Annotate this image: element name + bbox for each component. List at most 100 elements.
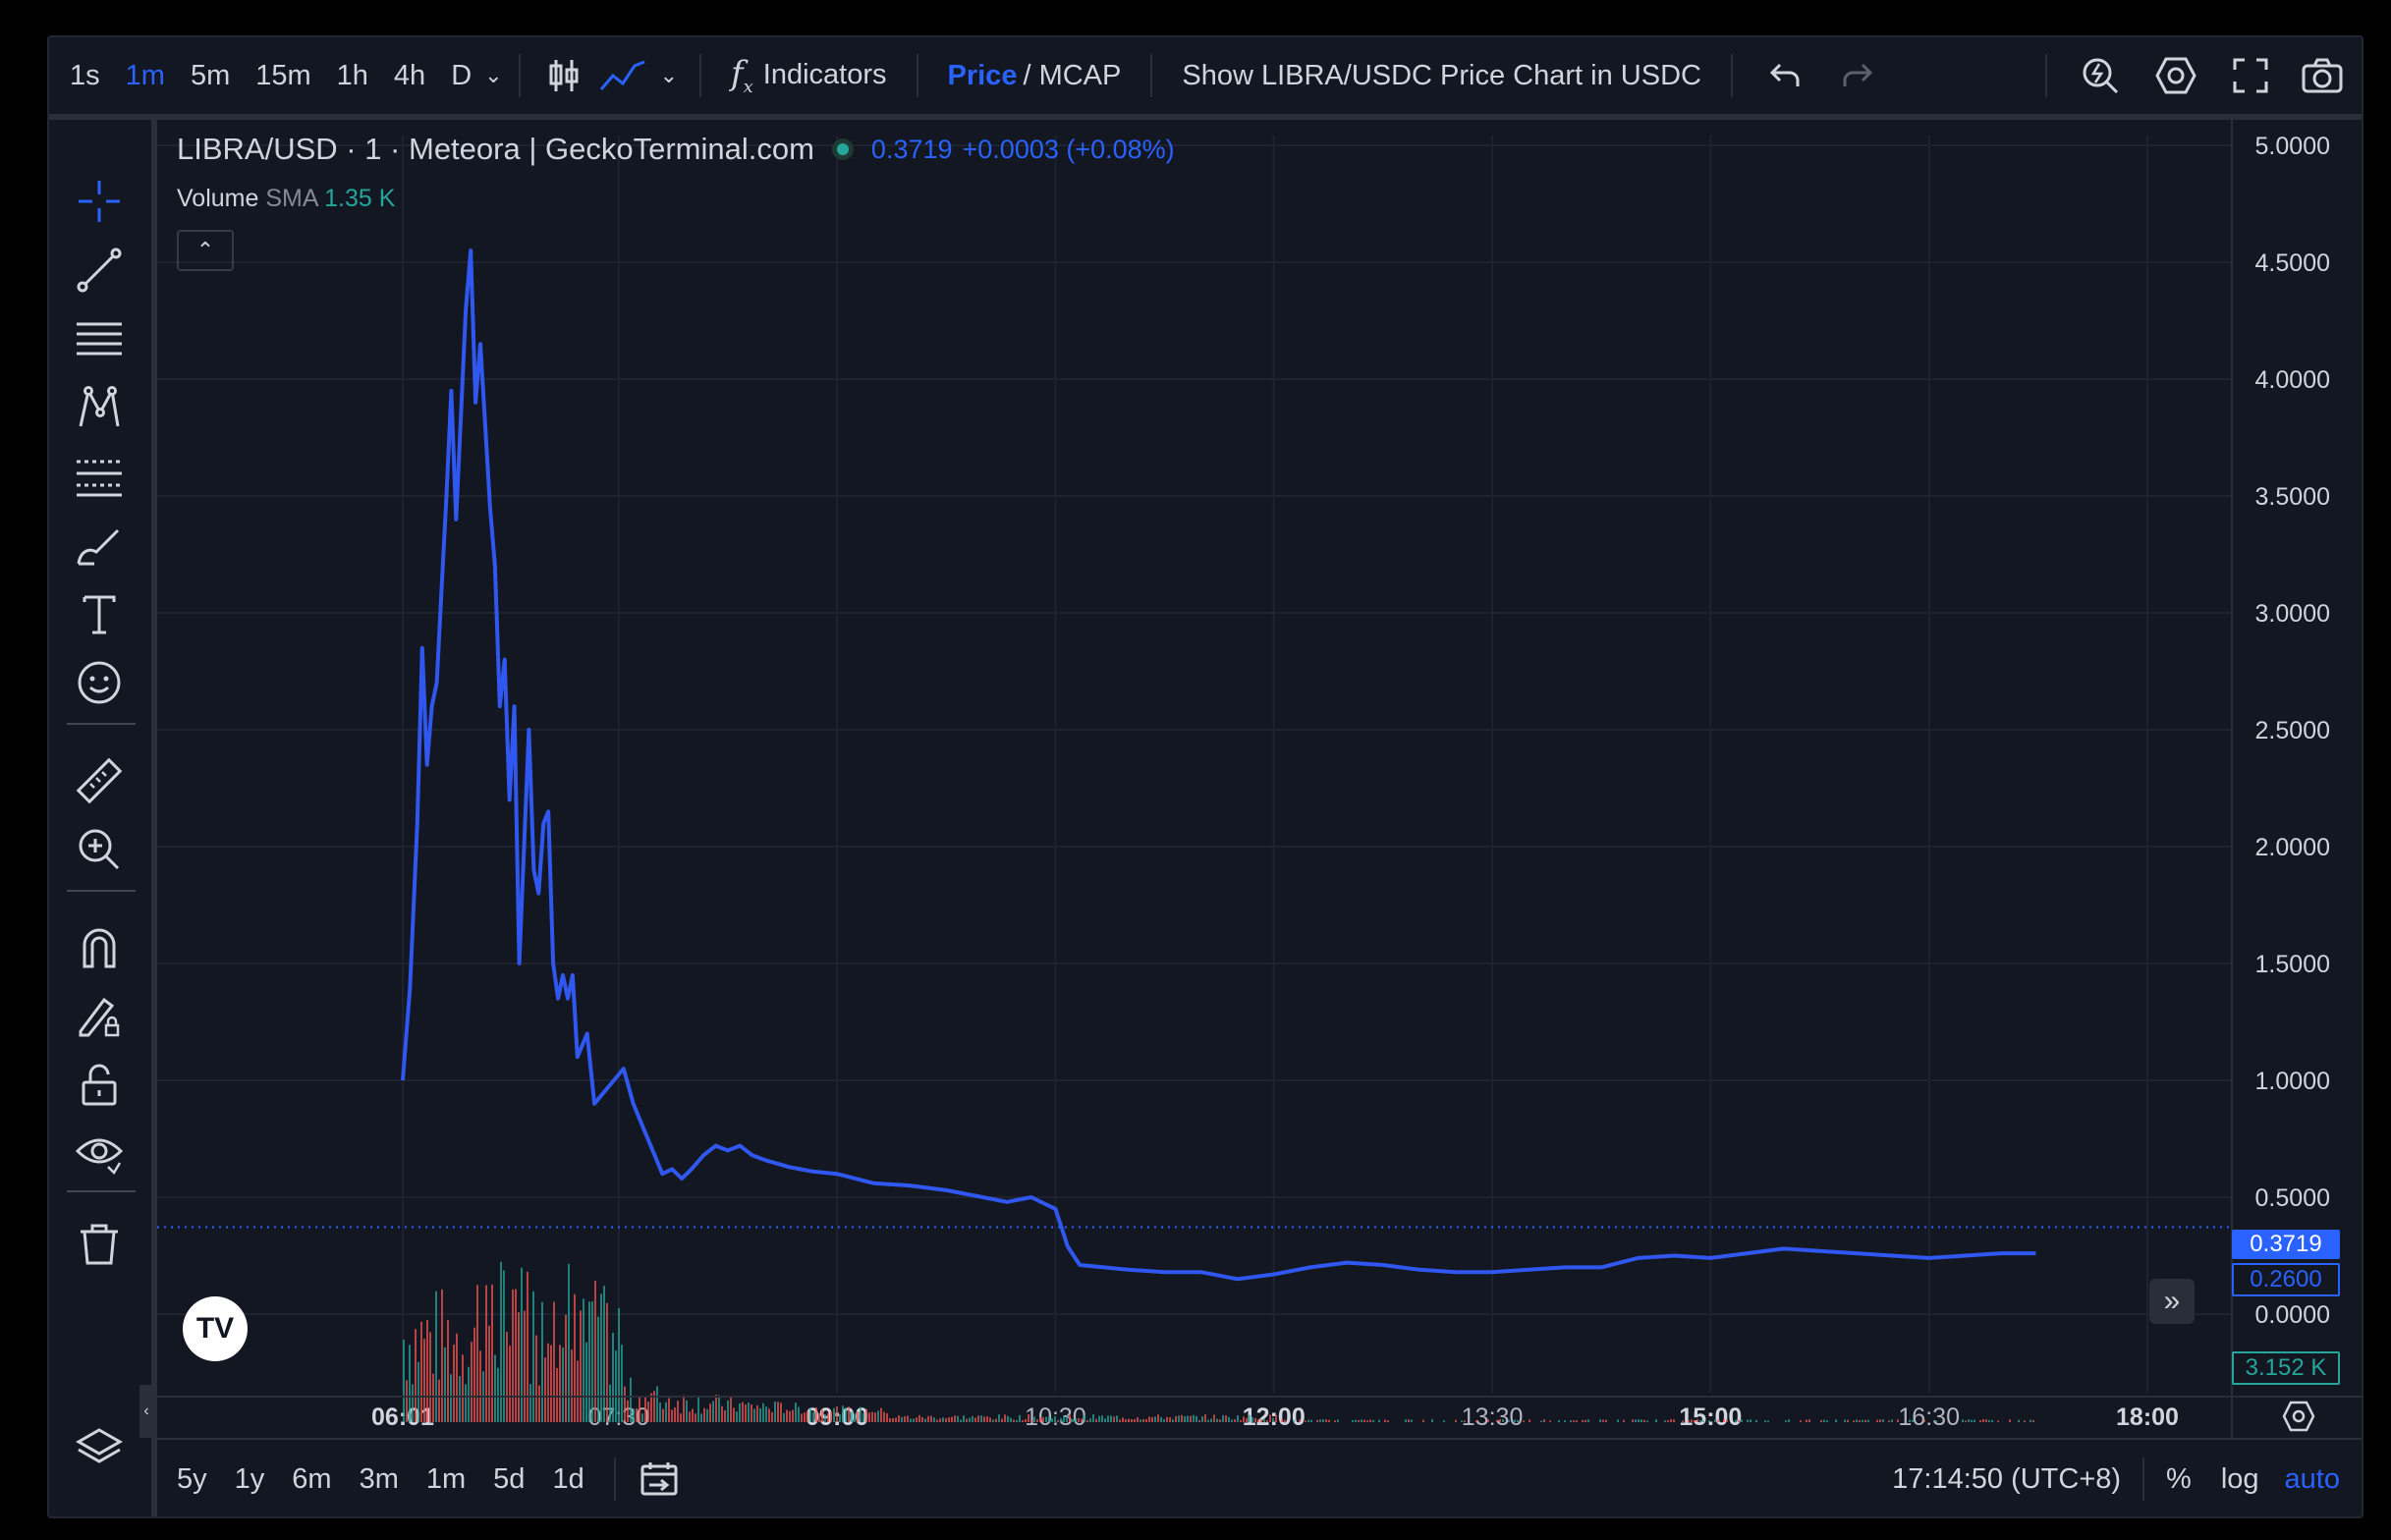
volume-bar bbox=[989, 1417, 991, 1422]
volume-bar bbox=[1879, 1419, 1881, 1422]
tool-divider bbox=[67, 890, 136, 892]
eye-icon[interactable] bbox=[73, 1128, 126, 1181]
price-chart[interactable]: 5.0000 4.5000 4.0000 3.5000 3.0000 2.5000 2.00… bbox=[49, 37, 2362, 1438]
volume-bar bbox=[1443, 1420, 1445, 1422]
brush-icon[interactable] bbox=[73, 519, 126, 572]
timeframe-1s[interactable]: 1s bbox=[70, 59, 100, 91]
volume-bar bbox=[1187, 1415, 1189, 1422]
volume-bar bbox=[815, 1407, 817, 1422]
volume-bar bbox=[1151, 1416, 1153, 1422]
timeframe-d[interactable]: D bbox=[451, 59, 473, 91]
scroll-to-realtime-button[interactable]: » bbox=[2149, 1279, 2195, 1324]
volume-bar bbox=[1319, 1419, 1321, 1422]
volume-bar bbox=[1564, 1420, 1566, 1422]
ruler-icon[interactable] bbox=[73, 754, 126, 807]
pattern-icon[interactable] bbox=[73, 381, 126, 434]
range-1d[interactable]: 1d bbox=[552, 1462, 584, 1495]
timeframe-15m[interactable]: 15m bbox=[255, 59, 311, 91]
volume-bar bbox=[1163, 1419, 1165, 1422]
auto-toggle[interactable]: auto bbox=[2284, 1462, 2340, 1495]
undo-icon[interactable] bbox=[1749, 61, 1821, 90]
camera-icon[interactable] bbox=[2287, 57, 2362, 94]
volume-bar bbox=[904, 1415, 906, 1422]
volume-bar bbox=[1496, 1419, 1498, 1422]
horizontal-lines-icon[interactable] bbox=[73, 312, 126, 365]
volume-bar bbox=[957, 1415, 959, 1422]
top-toolbar: 1s 1m 5m 15m 1h 4h D ⌄ ⌄ fx Indicators P… bbox=[49, 37, 2362, 120]
chart-legend: LIBRA/USD · 1 · Meteora | GeckoTerminal.… bbox=[177, 132, 1175, 167]
volume-bar bbox=[686, 1400, 688, 1422]
lock-icon[interactable] bbox=[73, 1059, 126, 1112]
calendar-icon[interactable] bbox=[632, 1460, 687, 1498]
divider bbox=[2142, 1458, 2145, 1501]
hide-toolbar-button[interactable]: ‹ bbox=[139, 1385, 153, 1438]
timeframe-chevron-down-icon[interactable]: ⌄ bbox=[484, 63, 503, 87]
volume-bar bbox=[697, 1397, 699, 1422]
range-3m[interactable]: 3m bbox=[359, 1462, 399, 1495]
volume-legend[interactable]: Volume SMA 1.35 K bbox=[177, 185, 395, 213]
symbol-title[interactable]: LIBRA/USD · 1 · Meteora | GeckoTerminal.… bbox=[177, 132, 814, 166]
percent-toggle[interactable]: % bbox=[2166, 1462, 2192, 1495]
axis-settings-icon[interactable] bbox=[2279, 1397, 2318, 1436]
volume-bar bbox=[1196, 1415, 1197, 1422]
volume-bar bbox=[833, 1407, 835, 1422]
emoji-icon[interactable] bbox=[73, 656, 126, 709]
timeframe-5m[interactable]: 5m bbox=[190, 59, 231, 91]
lock-drawing-icon[interactable] bbox=[73, 990, 126, 1043]
timeframe-1h[interactable]: 1h bbox=[336, 59, 368, 91]
text-icon[interactable] bbox=[73, 587, 126, 640]
volume-bar bbox=[1072, 1418, 1074, 1422]
volume-bar bbox=[1968, 1419, 1970, 1422]
volume-bar bbox=[762, 1402, 764, 1422]
range-1m[interactable]: 1m bbox=[425, 1462, 467, 1495]
crosshair-icon[interactable] bbox=[73, 175, 126, 228]
log-toggle[interactable]: log bbox=[2220, 1462, 2259, 1495]
volume-bar bbox=[821, 1409, 823, 1422]
indicators-button[interactable]: fx Indicators bbox=[717, 54, 900, 97]
tool-divider bbox=[67, 1190, 136, 1192]
volume-bar bbox=[444, 1347, 446, 1422]
show-usdc-button[interactable]: Show LIBRA/USDC Price Chart in USDC bbox=[1182, 59, 1701, 91]
volume-bar bbox=[768, 1408, 770, 1422]
range-5d[interactable]: 5d bbox=[493, 1462, 526, 1495]
volume-bar bbox=[585, 1342, 587, 1422]
volume-bar bbox=[521, 1267, 523, 1422]
volume-bar bbox=[1408, 1419, 1410, 1422]
collapse-legend-button[interactable]: ⌃ bbox=[177, 230, 234, 271]
range-1y[interactable]: 1y bbox=[234, 1462, 265, 1495]
volume-bar bbox=[615, 1349, 617, 1422]
range-5y[interactable]: 5y bbox=[177, 1462, 207, 1495]
zoom-in-icon[interactable] bbox=[73, 823, 126, 876]
volume-bar bbox=[529, 1384, 531, 1422]
trash-icon[interactable] bbox=[73, 1218, 126, 1271]
fullscreen-icon[interactable] bbox=[2214, 57, 2287, 94]
timeframe-4h[interactable]: 4h bbox=[393, 59, 426, 91]
fib-retracement-icon[interactable] bbox=[73, 450, 126, 503]
tradingview-logo[interactable]: TV bbox=[183, 1296, 248, 1361]
volume-bar bbox=[851, 1411, 853, 1422]
timeframe-1m[interactable]: 1m bbox=[125, 59, 165, 91]
price-mcap-toggle[interactable]: Price / MCAP bbox=[934, 60, 1136, 92]
volume-bar bbox=[1334, 1420, 1336, 1422]
volume-bar bbox=[506, 1332, 508, 1422]
settings-icon[interactable] bbox=[2138, 56, 2214, 95]
magnet-icon[interactable] bbox=[73, 921, 126, 974]
volume-bar bbox=[842, 1405, 844, 1422]
quick-search-icon[interactable] bbox=[2063, 56, 2138, 95]
clock-readout[interactable]: 17:14:50 (UTC+8) bbox=[1892, 1462, 2122, 1495]
volume-bar bbox=[453, 1344, 455, 1422]
candles-icon[interactable] bbox=[536, 56, 591, 95]
volume-bar bbox=[1487, 1419, 1489, 1422]
volume-bar bbox=[653, 1391, 655, 1422]
volume-bar bbox=[1853, 1420, 1855, 1422]
trend-line-icon[interactable] bbox=[73, 244, 126, 297]
layers-icon[interactable] bbox=[73, 1422, 126, 1475]
volume-bar bbox=[1110, 1415, 1112, 1422]
volume-bar bbox=[2032, 1420, 2034, 1422]
line-chart-icon[interactable] bbox=[591, 56, 654, 95]
chart-type-chevron-down-icon[interactable]: ⌄ bbox=[659, 63, 679, 87]
range-6m[interactable]: 6m bbox=[292, 1462, 332, 1495]
redo-icon[interactable] bbox=[1821, 61, 1894, 90]
volume-bar bbox=[1826, 1420, 1828, 1422]
volume-bar bbox=[1632, 1419, 1634, 1422]
